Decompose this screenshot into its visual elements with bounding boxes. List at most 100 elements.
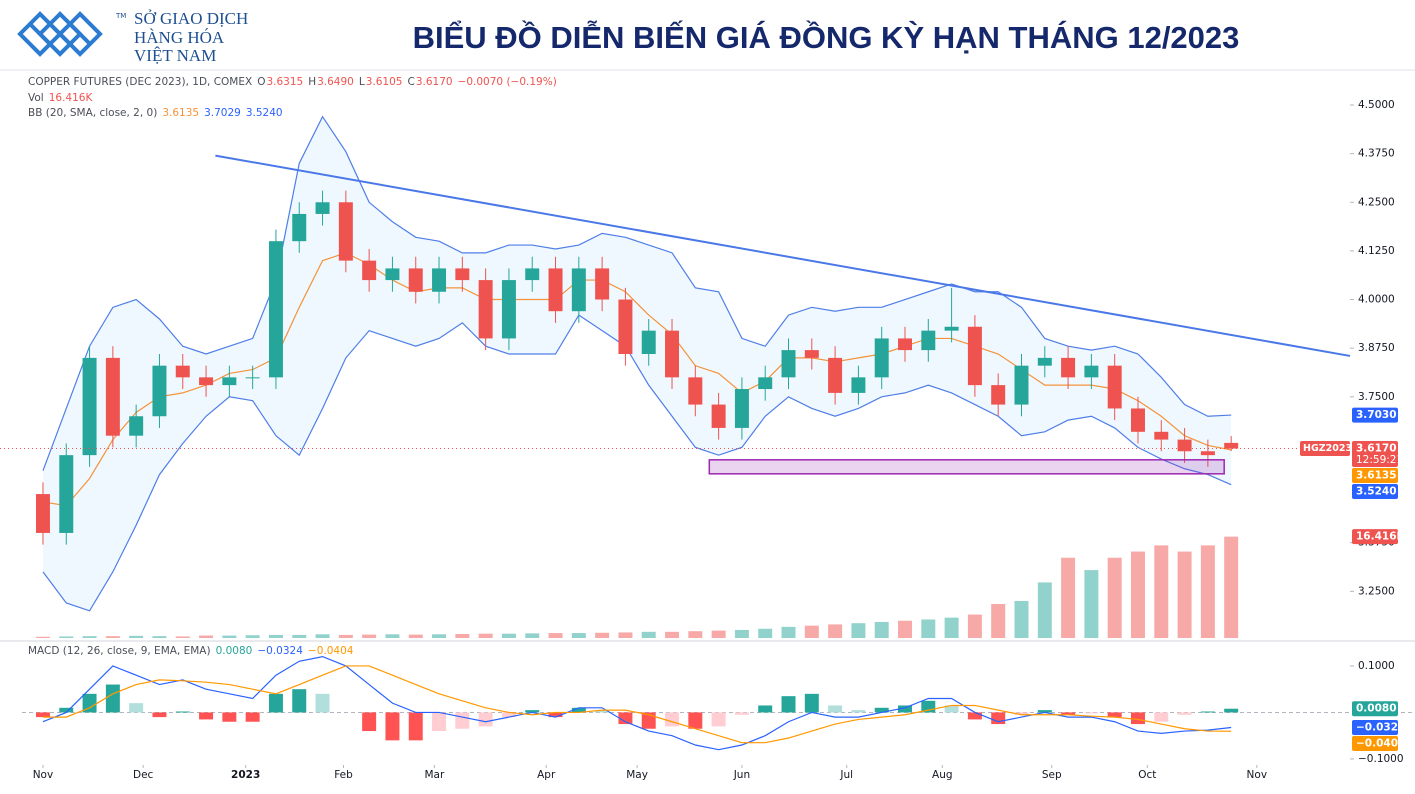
volume-bar: [59, 636, 74, 638]
macd-histogram: [35, 712, 50, 718]
macd-histogram: [641, 712, 656, 729]
price-tag-label: 3.5240: [1356, 486, 1397, 498]
macd-macd: [42, 656, 1232, 751]
candle-body: [525, 268, 540, 281]
volume-bar: [245, 635, 260, 638]
volume-bar: [35, 636, 50, 638]
candle-body: [804, 350, 819, 358]
volume-bar: [432, 634, 447, 638]
volume-bar: [385, 634, 400, 638]
volume-bar: [1107, 557, 1122, 638]
macd-histogram: [874, 707, 889, 713]
candle-body: [1037, 357, 1052, 366]
candle-body: [944, 326, 959, 331]
volume-bar: [828, 624, 843, 638]
volume-bar: [1037, 582, 1052, 638]
volume-bar: [898, 620, 912, 638]
volume-bar: [478, 633, 493, 638]
price-tag: [1352, 441, 1398, 468]
macd-histogram: [1224, 708, 1239, 713]
price-tag-label: 0.0080: [1356, 703, 1397, 715]
x-tick-label: Nov: [1247, 769, 1268, 781]
x-tick-label: Feb: [334, 769, 353, 781]
legend-text: −0.0404: [308, 645, 354, 657]
price-tag: [1352, 701, 1398, 717]
x-tick-label: Apr: [537, 769, 556, 781]
macd-histogram: [432, 712, 447, 732]
candle-body: [781, 350, 796, 378]
y-tick-label: 4.1250: [1358, 245, 1395, 257]
candle-body: [432, 268, 447, 292]
y-tick-label: 3.7500: [1358, 391, 1395, 403]
macd-histogram: [758, 705, 773, 713]
volume-bar: [618, 632, 633, 638]
macd-histogram: [1177, 712, 1192, 715]
legend-text: 3.6490: [317, 76, 354, 88]
bollinger-fill: [42, 116, 1232, 611]
candle-body: [711, 404, 726, 428]
macd-histogram: [292, 689, 307, 713]
volume-bar: [1014, 600, 1029, 638]
candle-body: [734, 389, 749, 428]
volume-bar: [1177, 551, 1192, 638]
candle-body: [408, 268, 423, 292]
macd-histogram: [478, 712, 493, 727]
candle-body: [1061, 357, 1076, 378]
legend-text: Vol: [28, 92, 44, 104]
candle-body: [1107, 365, 1122, 409]
macd-histogram: [828, 705, 843, 713]
macd-histogram: [455, 712, 470, 729]
macd-histogram: [851, 710, 866, 713]
macd-histogram: [245, 712, 260, 722]
x-tick-label: Jun: [733, 769, 750, 781]
price-tag-label: 3.6135: [1356, 470, 1397, 482]
candle-body: [548, 268, 563, 312]
legend-text: 3.6135: [162, 107, 199, 119]
macd-histogram: [944, 705, 959, 713]
volume-bar: [82, 636, 97, 638]
macd-histogram: [1037, 710, 1052, 713]
logo: [17, 11, 103, 57]
volume-bar: [851, 623, 866, 638]
volume-bar: [222, 635, 237, 638]
volume-bar: [1154, 545, 1169, 638]
candle-body: [571, 268, 586, 312]
volume-bar: [711, 630, 726, 638]
macd-histogram: [105, 684, 120, 713]
logo-mark: [28, 22, 92, 46]
macd-histogram: [1061, 712, 1076, 715]
macd-histogram: [1130, 712, 1145, 725]
volume-bar: [1084, 570, 1099, 638]
legend-text: −0.0324: [257, 645, 303, 657]
candle-body: [315, 202, 330, 214]
candle-body: [105, 357, 120, 436]
x-tick-label: Mar: [424, 769, 444, 781]
volume-bar: [991, 604, 1006, 638]
y-tick-label: 4.3750: [1358, 148, 1395, 160]
legend-text: H: [308, 76, 316, 88]
macd-histogram: [315, 693, 330, 713]
candle-body: [455, 268, 470, 281]
macd-histogram: [921, 700, 936, 713]
volume-bar: [758, 628, 773, 638]
candle-body: [851, 377, 866, 393]
candle-body: [175, 365, 190, 378]
candle-body: [292, 213, 307, 242]
candle-body: [758, 377, 773, 390]
macd-histogram: [898, 705, 912, 713]
x-tick-label: Nov: [33, 769, 54, 781]
price-tag-label: 16.416K: [1356, 531, 1406, 543]
x-tick-label: Aug: [932, 769, 953, 781]
candle-body: [82, 357, 97, 456]
legend-text: 3.7029: [204, 107, 241, 119]
legend-text: L: [359, 76, 365, 88]
macd-histogram: [804, 693, 819, 713]
legend-text: 16.416K: [49, 92, 94, 104]
legend-text: C: [407, 76, 414, 88]
x-tick-label: Jul: [839, 769, 853, 781]
macd-histogram: [618, 712, 633, 725]
macd-histogram: [82, 693, 97, 713]
x-tick-label: Sep: [1042, 769, 1062, 781]
candle-body: [152, 365, 167, 417]
